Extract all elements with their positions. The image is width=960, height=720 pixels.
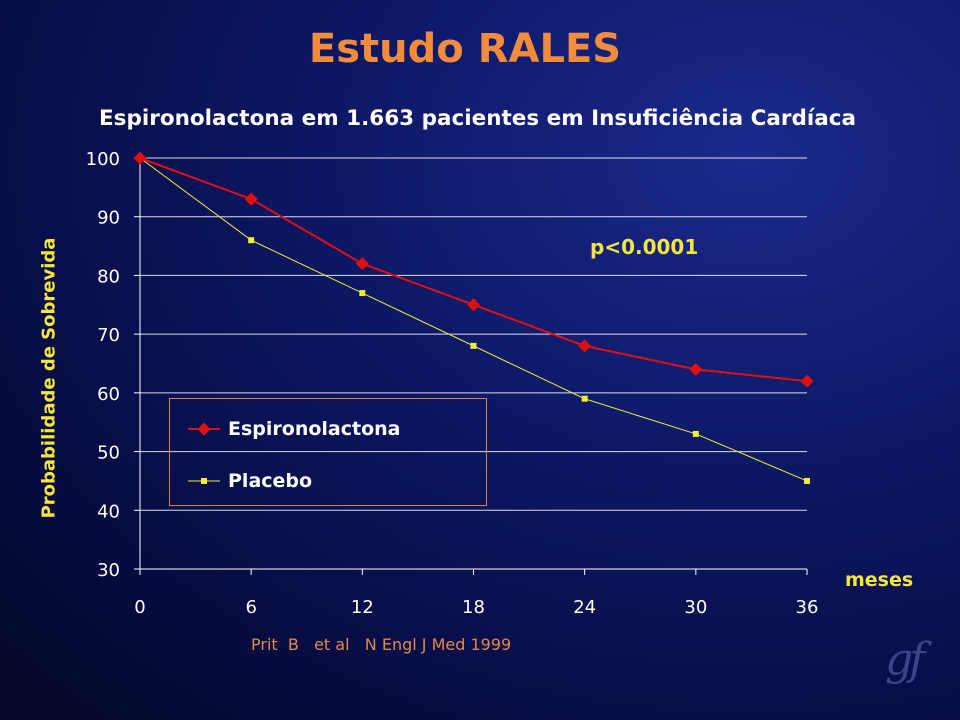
- y-tick-label: 80: [97, 266, 120, 287]
- series-lines: [133, 151, 814, 484]
- legend-label: Espironolactona: [228, 418, 401, 440]
- axes: [134, 157, 808, 575]
- data-point-espironolactona: [578, 339, 592, 353]
- author-signature: gf: [885, 634, 926, 685]
- x-tick-label: 6: [245, 597, 256, 618]
- slide-subtitle: Espironolactona em 1.663 pacientes em In…: [98, 106, 856, 131]
- x-axis-label: meses: [845, 569, 914, 591]
- legend-label: Placebo: [228, 470, 313, 492]
- y-tick-label: 50: [97, 443, 120, 464]
- chart-legend: Espironolactona Placebo: [169, 398, 487, 506]
- legend-square-marker-icon: [188, 478, 220, 484]
- x-tick-label: 18: [462, 597, 485, 618]
- data-point-espironolactona: [133, 151, 147, 165]
- y-tick-label: 30: [97, 560, 120, 581]
- p-value-annotation: p<0.0001: [590, 235, 699, 259]
- legend-item-placebo: Placebo: [188, 469, 312, 493]
- data-point-espironolactona: [244, 192, 258, 206]
- data-point-espironolactona: [467, 298, 480, 312]
- legend-item-espironolactona: Espironolactona: [188, 417, 400, 441]
- data-point-placebo: [359, 290, 366, 297]
- y-tick-label: 100: [86, 149, 120, 170]
- slide-title: Estudo RALES: [308, 26, 622, 72]
- data-point-placebo: [470, 342, 477, 349]
- x-tick-label: 0: [134, 597, 145, 618]
- data-point-placebo: [804, 477, 810, 484]
- y-tick-label: 70: [97, 325, 120, 346]
- grid-lines: [140, 157, 807, 511]
- y-tick-label: 90: [97, 208, 120, 229]
- x-tick-label: 36: [796, 597, 819, 618]
- x-tick-label: 30: [684, 597, 707, 618]
- data-point-espironolactona: [689, 362, 703, 376]
- y-tick-label: 40: [97, 501, 120, 522]
- tick-labels: 30 40 50 60 70 80 90 100 0 6 12 18 24 30 36: [86, 149, 819, 618]
- data-point-placebo: [692, 430, 699, 437]
- data-point-placebo: [248, 237, 255, 244]
- x-tick-label: 24: [573, 597, 596, 618]
- data-point-espironolactona: [355, 257, 369, 271]
- data-point-espironolactona: [800, 374, 814, 388]
- y-axis-label: Probabilidade de Sobrevida: [38, 237, 60, 519]
- x-tick-label: 12: [351, 597, 374, 618]
- y-tick-label: 60: [97, 384, 120, 405]
- citation: Prit B et al N Engl J Med 1999: [251, 635, 512, 654]
- legend-diamond-marker-icon: [188, 422, 220, 436]
- data-point-placebo: [581, 395, 588, 402]
